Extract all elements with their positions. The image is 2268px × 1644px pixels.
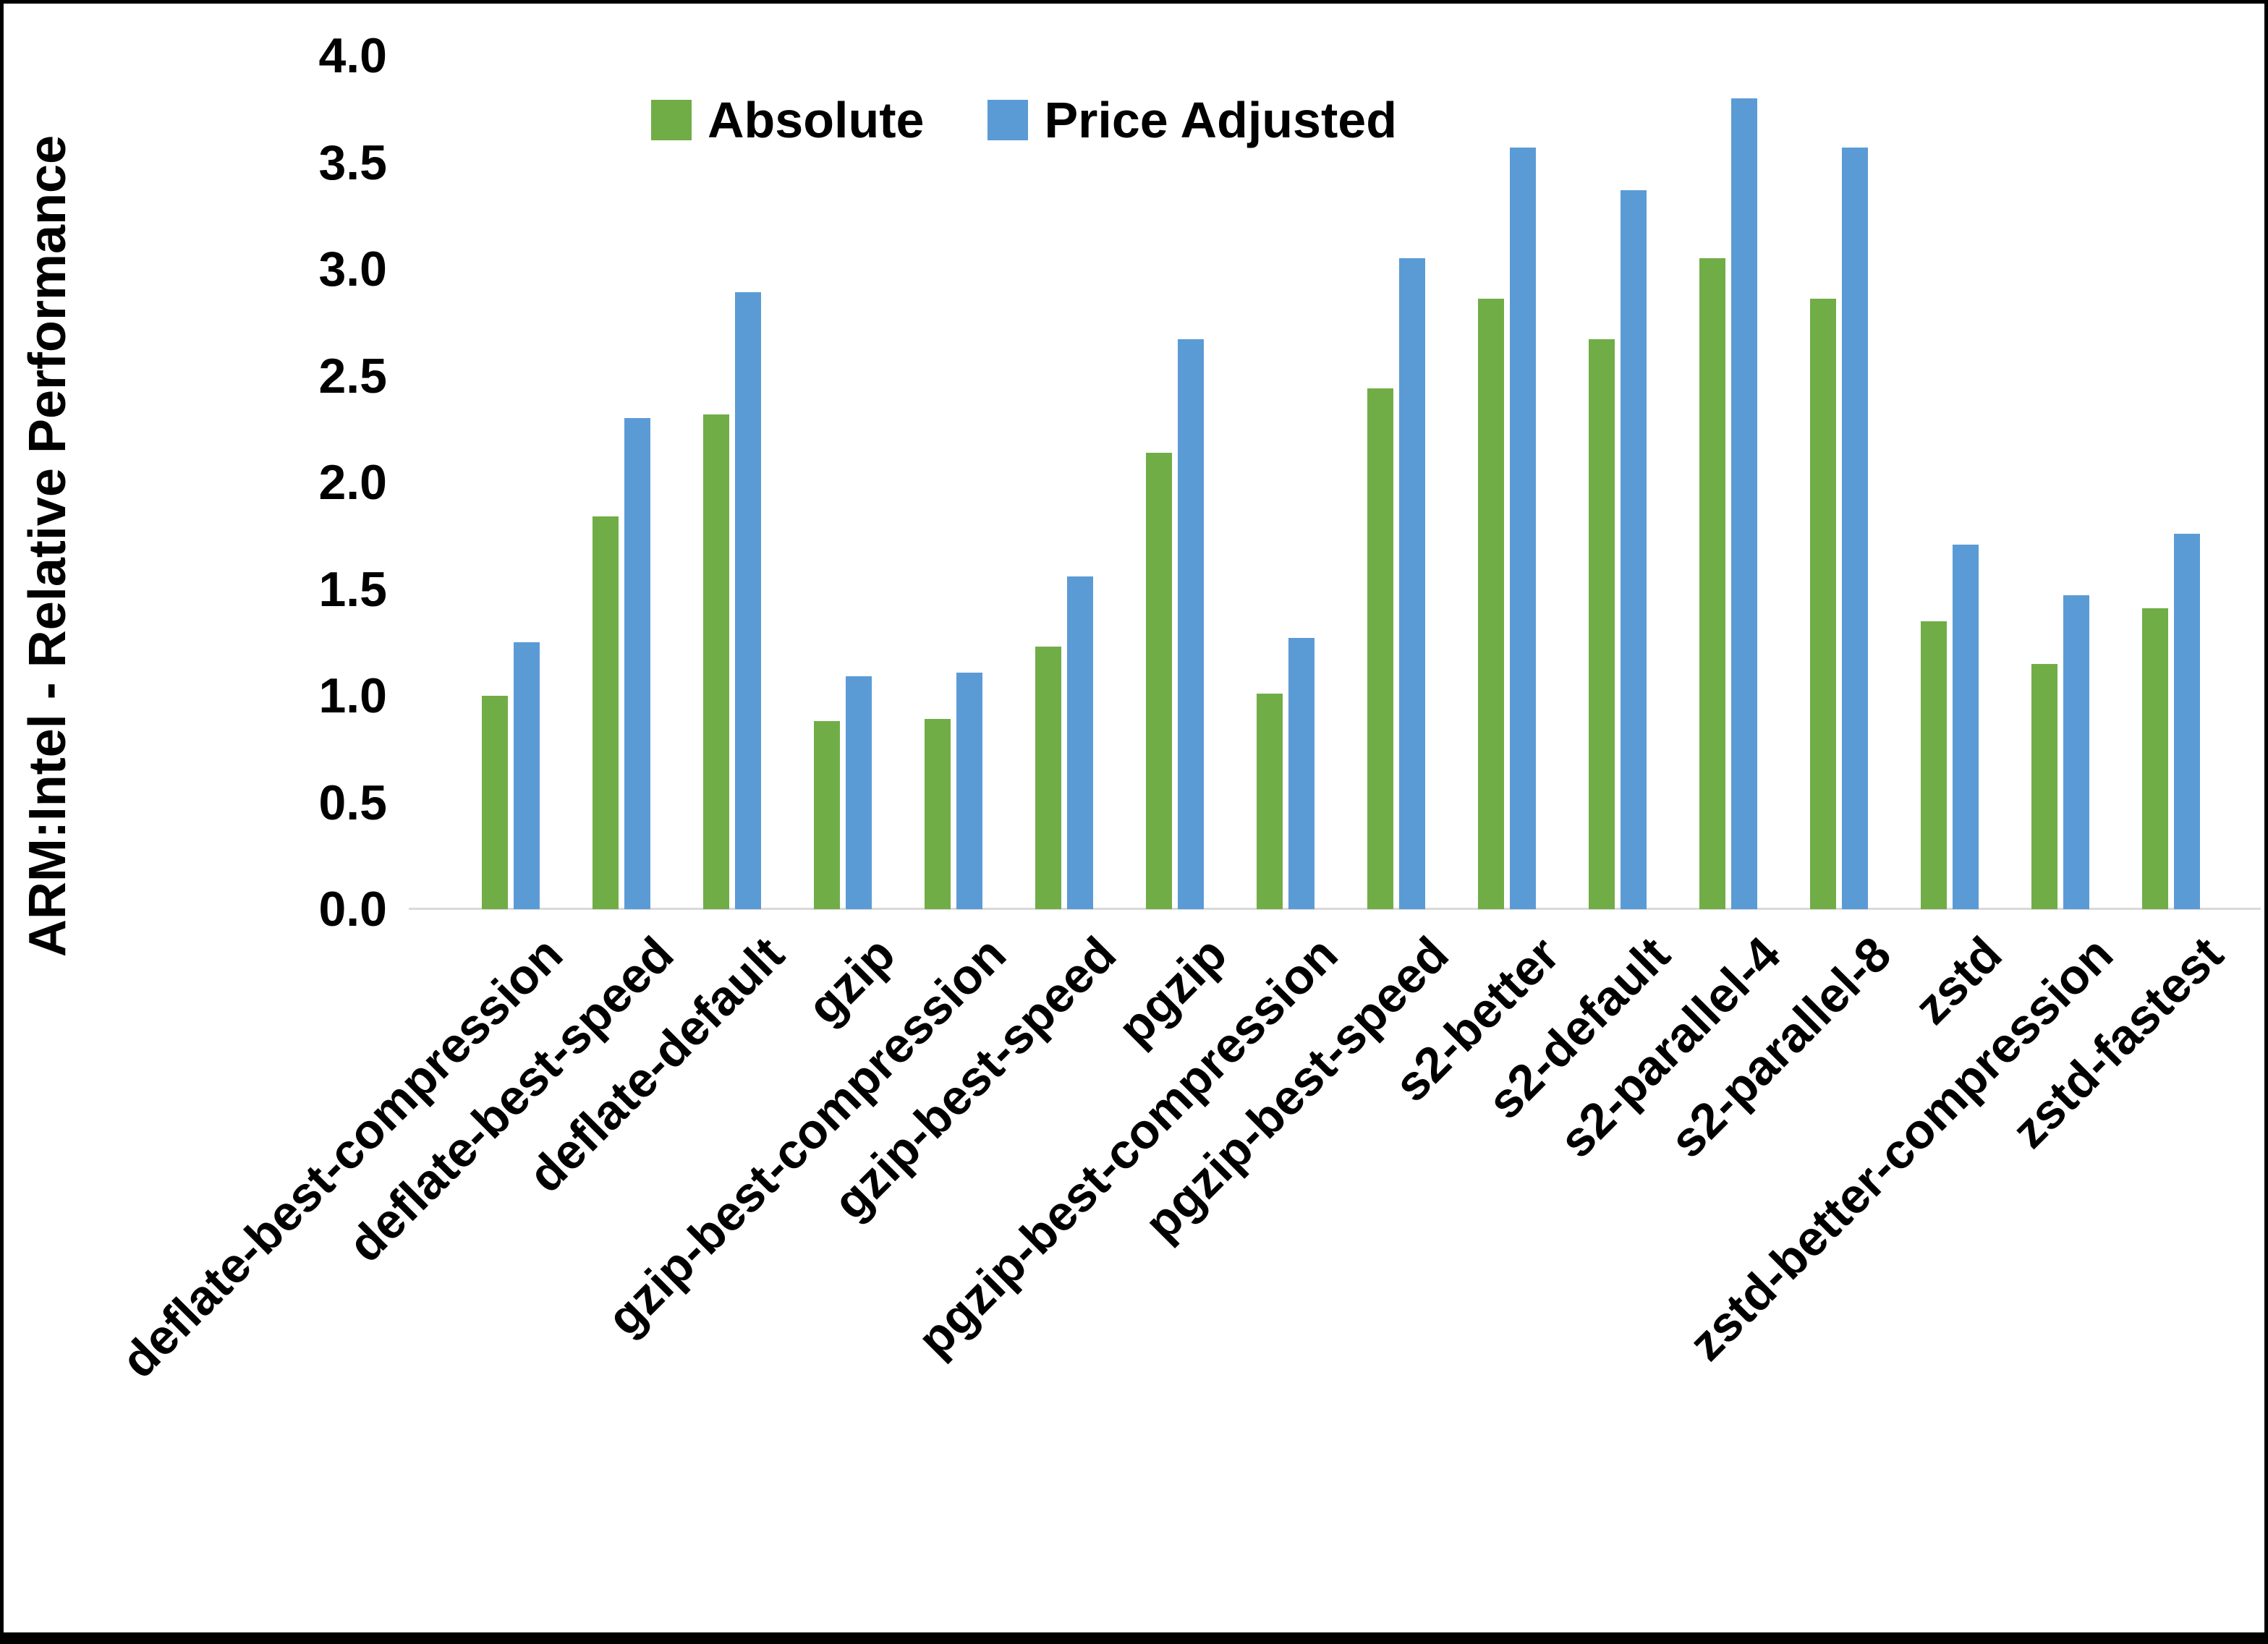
bar-price-adjusted-s2-parallel-4 (1731, 98, 1757, 909)
bar-price-adjusted-pgzip-best-compression (1288, 638, 1314, 909)
bar-absolute-s2-default (1589, 339, 1615, 909)
bar-absolute-pgzip-best-compression (1257, 694, 1283, 909)
bar-price-adjusted-pgzip (1178, 339, 1204, 909)
bar-absolute-s2-parallel-4 (1699, 258, 1725, 909)
y-tick-label-0.0: 0.0 (318, 882, 387, 937)
y-tick-label-4.0: 4.0 (318, 28, 387, 83)
bar-price-adjusted-zstd-better-compression (2063, 595, 2089, 909)
bar-price-adjusted-s2-parallel-8 (1842, 148, 1868, 909)
bar-price-adjusted-pgzip-best-speed (1399, 258, 1425, 909)
x-axis-line (409, 908, 2261, 910)
bar-price-adjusted-gzip-best-compression (956, 673, 982, 909)
bar-price-adjusted-deflate-best-speed (624, 418, 650, 909)
bar-absolute-gzip-best-speed (1035, 647, 1061, 909)
bar-absolute-deflate-best-speed (593, 516, 619, 909)
bar-absolute-pgzip (1146, 453, 1172, 909)
bar-price-adjusted-s2-default (1621, 190, 1647, 909)
y-tick-label-3.5: 3.5 (318, 135, 387, 190)
legend-label-absolute: Absolute (708, 92, 925, 148)
bar-absolute-pgzip-best-speed (1367, 388, 1393, 909)
legend-swatch-absolute-icon (651, 100, 692, 140)
y-tick-label-2.0: 2.0 (318, 455, 387, 510)
bar-absolute-gzip-best-compression (925, 719, 951, 909)
bar-price-adjusted-zstd-fastest (2174, 534, 2200, 909)
bar-absolute-deflate-best-compression (482, 696, 508, 909)
bar-absolute-gzip (814, 721, 840, 909)
legend-label-price-adjusted: Price Adjusted (1044, 92, 1397, 148)
y-tick-label-1.0: 1.0 (318, 668, 387, 723)
legend: Absolute Price Adjusted (651, 91, 1397, 149)
bar-price-adjusted-deflate-best-compression (514, 642, 540, 909)
bar-price-adjusted-zstd (1953, 545, 1979, 909)
bar-absolute-zstd-fastest (2142, 608, 2168, 909)
bar-price-adjusted-gzip-best-speed (1067, 576, 1093, 909)
legend-entry-price-adjusted: Price Adjusted (988, 91, 1397, 149)
y-tick-label-3.0: 3.0 (318, 242, 387, 297)
bar-absolute-zstd-better-compression (2031, 664, 2057, 909)
y-tick-label-1.5: 1.5 (318, 561, 387, 617)
legend-entry-absolute: Absolute (651, 91, 924, 149)
y-tick-label-2.5: 2.5 (318, 348, 387, 404)
bar-price-adjusted-s2-better (1510, 148, 1536, 909)
bar-absolute-s2-parallel-8 (1810, 299, 1836, 909)
y-tick-label-0.5: 0.5 (318, 775, 387, 830)
bar-absolute-zstd (1921, 621, 1947, 909)
bar-price-adjusted-gzip (846, 676, 872, 909)
bar-absolute-deflate-default (703, 414, 729, 909)
bar-absolute-s2-better (1478, 299, 1504, 909)
legend-swatch-price-adjusted-icon (988, 100, 1029, 140)
bar-price-adjusted-deflate-default (735, 292, 761, 909)
